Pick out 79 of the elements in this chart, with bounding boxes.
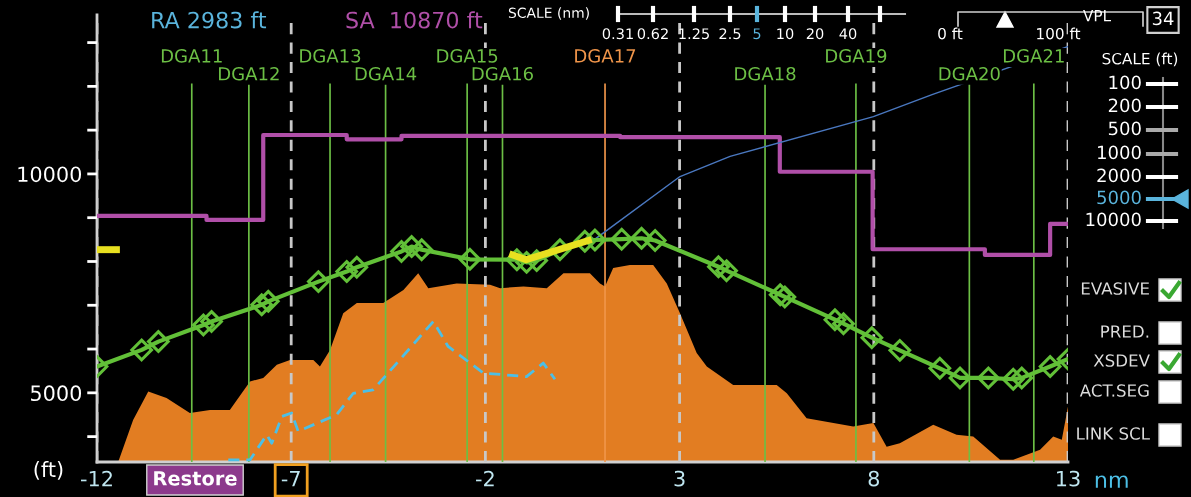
annotation: 5 (753, 28, 761, 40)
x-axis-title: nm (1095, 475, 1128, 488)
point (335, 260, 359, 283)
text: SCALE (ft) (1102, 52, 1178, 67)
point (390, 240, 413, 263)
x-tick-label: -2 (476, 470, 494, 487)
point (773, 285, 797, 309)
annotation: 100 ft (1037, 27, 1081, 40)
ref-line-label: DGA21 (1003, 49, 1064, 63)
point (888, 339, 912, 362)
ref-line-label: DGA15 (437, 49, 498, 63)
ref-line-label: DGA16 (472, 66, 533, 81)
point (768, 283, 792, 307)
point (345, 255, 369, 279)
point (977, 366, 1000, 390)
point (715, 259, 738, 283)
text: Restore (154, 471, 237, 486)
x-tick-label: 3 (674, 470, 685, 487)
annotation: SCALE (nm) (508, 7, 589, 20)
point (1001, 367, 1025, 391)
point (256, 289, 280, 313)
ref-line-label: DGA18 (735, 66, 796, 81)
x-tick-label: 13 (1057, 470, 1080, 487)
text: 34 (1152, 11, 1174, 26)
point (410, 238, 434, 262)
annotation: 2.5 (719, 28, 741, 40)
text: LINK SCL (1077, 427, 1150, 440)
point (400, 235, 423, 258)
point (458, 247, 482, 271)
x-tick-label: -7 (281, 470, 300, 487)
text: 500 (1108, 121, 1141, 136)
point (707, 255, 730, 279)
y-axis-title: (ft) (34, 461, 63, 480)
annotation: RA 2983 ft (152, 11, 267, 29)
x-tick-label: 8 (868, 470, 879, 487)
ref-line-label: DGA11 (161, 49, 222, 63)
point (147, 330, 170, 353)
text: EVASIVE (1081, 282, 1149, 295)
annotation: SA 10870 ft (346, 11, 483, 29)
annotation: 10 (777, 28, 794, 40)
text: XSDEV (1093, 354, 1150, 367)
ref-line-label: DGA12 (219, 66, 279, 81)
text: 5000 (1097, 190, 1141, 205)
text: VPL (1083, 10, 1112, 22)
point (1038, 355, 1062, 378)
text: 100 (1109, 75, 1141, 90)
point (832, 312, 855, 335)
ref-line-label: DGA13 (300, 49, 361, 63)
point (610, 227, 634, 251)
annotation: 40 (839, 28, 857, 40)
point (928, 356, 952, 380)
annotation: 1.25 (679, 28, 709, 40)
line-series (226, 320, 557, 462)
point (630, 226, 653, 250)
point (130, 338, 154, 362)
text: PRED. (1101, 325, 1149, 338)
text: 1000 (1098, 145, 1141, 160)
annotation: 0.31 (602, 28, 633, 40)
annotation: 0 ft (938, 27, 963, 40)
x-tick-label: -12 (81, 470, 112, 487)
point (948, 366, 972, 390)
point (823, 308, 847, 332)
text: 10000 (1086, 212, 1141, 227)
point (307, 270, 330, 293)
text: 200 (1108, 98, 1141, 113)
ref-line-label: DGA14 (355, 66, 417, 81)
point (200, 310, 223, 333)
text: 2000 (1097, 168, 1141, 183)
point (643, 229, 667, 252)
ref-line-label: DGA17 (575, 49, 636, 63)
point (192, 313, 215, 337)
point (250, 293, 274, 317)
point (860, 326, 884, 350)
annotation: 20 (806, 28, 824, 40)
point (1010, 366, 1034, 390)
ref-line-label: DGA19 (826, 49, 887, 63)
ref-line-label: DGA20 (939, 66, 1000, 81)
annotation: 0.62 (637, 28, 668, 40)
text: ACT.SEG (1079, 384, 1149, 397)
